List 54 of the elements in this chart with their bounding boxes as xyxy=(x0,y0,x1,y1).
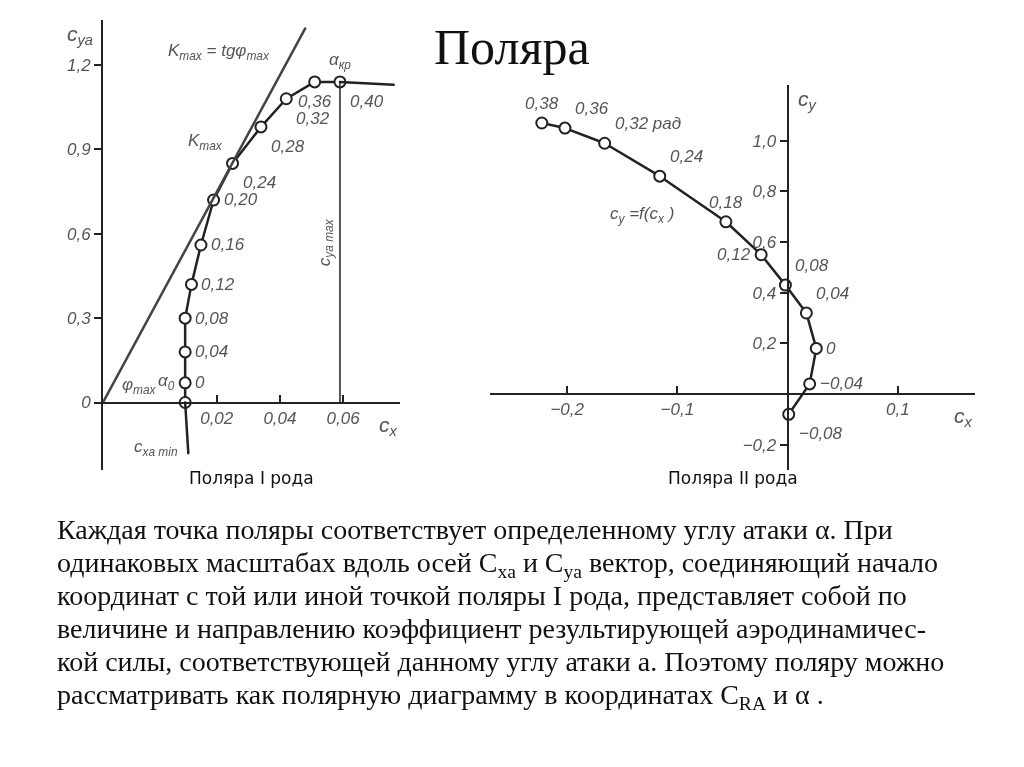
annotation: 0,04 xyxy=(195,342,229,361)
y-tick-label: 0,6 xyxy=(752,232,777,252)
annotation: K$_{max}$ = tgφ$_{max}$ xyxy=(168,41,270,63)
x-axis-title: c$_{x}$ xyxy=(379,413,398,440)
annotation: 0,12 xyxy=(201,275,235,294)
annotation: 0,32 рад xyxy=(615,114,682,133)
text: Поляра xyxy=(434,19,590,75)
y-tick-label: 1,0 xyxy=(752,131,777,151)
annotation: 0 xyxy=(195,373,205,392)
x-tick-label: −0,2 xyxy=(550,400,585,420)
annotation: 0,20 xyxy=(224,190,258,209)
y-axis-title: c$_{y}$ xyxy=(798,87,818,114)
annotation: −0,04 xyxy=(820,374,864,393)
annotation: K$_{max}$ xyxy=(188,131,223,153)
annotation: 0,08 xyxy=(795,256,829,275)
x-tick-label: 0,04 xyxy=(263,408,297,428)
annotation: 0,32 xyxy=(296,109,330,128)
annotation: c$_{xa min}$ xyxy=(134,437,178,459)
annotation: 0,24 xyxy=(243,173,277,192)
annotation: 0,38 xyxy=(525,94,559,113)
x-tick-label: 0,06 xyxy=(326,408,361,428)
annotation: α$_{кр}$ xyxy=(329,50,352,72)
y-tick-label: 0,2 xyxy=(752,334,777,354)
annotation: φ$_{max}$ xyxy=(122,375,157,397)
y-tick-label: 0,8 xyxy=(752,182,777,202)
text: Каждая точка поляры соответствует определенному углу атаки α. При одинаковых масштабах вдоль осей C$_{xa}$ и C$_{ya}$ вектор, соединяющий начало координат с той или иной точкой поляры I рода, представляет собой по величине и направлению коэффициент результирующей аэродинамичес- кой силы, соответствующей данному углу атаки а. Поэтому поляру можно рассматривать как полярную диаграмму в координатах C$_{RA}$ и α . xyxy=(57,514,945,714)
annotation: 0,12 xyxy=(717,245,751,264)
annotation: 0,04 xyxy=(816,284,850,303)
annotation: c$_{y}$ =f(c$_{x}$ ) xyxy=(610,204,675,226)
y-tick-label: 0 xyxy=(81,393,92,413)
x-tick-label: 0,02 xyxy=(200,408,234,428)
annotation: 0,40 xyxy=(350,92,384,111)
y-tick-label: 0,4 xyxy=(752,283,777,303)
annotation: α$_{0}$ xyxy=(158,371,175,393)
y-axis-title: c$_{ya}$ xyxy=(67,22,94,49)
annotation: Поляра I рода xyxy=(189,468,314,488)
y-tick-label: 0,9 xyxy=(66,140,92,160)
y-tick-label: 0,6 xyxy=(66,224,92,244)
annotation: 0,24 xyxy=(670,147,704,166)
annotation: −0,08 xyxy=(799,424,843,443)
annotation: 0 xyxy=(826,339,836,358)
y-tick-label: 0,3 xyxy=(66,309,92,329)
annotation: 0,36 xyxy=(575,99,609,118)
y-tick-label: 1,2 xyxy=(66,55,92,75)
annotation: 0,28 xyxy=(271,137,305,156)
y-tick-label: −0,2 xyxy=(742,435,777,455)
x-tick-label: −0,1 xyxy=(660,400,695,420)
annotation: 0,16 xyxy=(211,235,245,254)
annotation: Поляра II рода xyxy=(668,468,798,488)
annotation: 0,36 xyxy=(298,92,332,111)
annotation: 0,18 xyxy=(709,193,743,212)
x-tick-label: 0,1 xyxy=(886,400,910,420)
x-axis-title: c$_{x}$ xyxy=(954,404,973,431)
annotation: 0,08 xyxy=(195,309,229,328)
